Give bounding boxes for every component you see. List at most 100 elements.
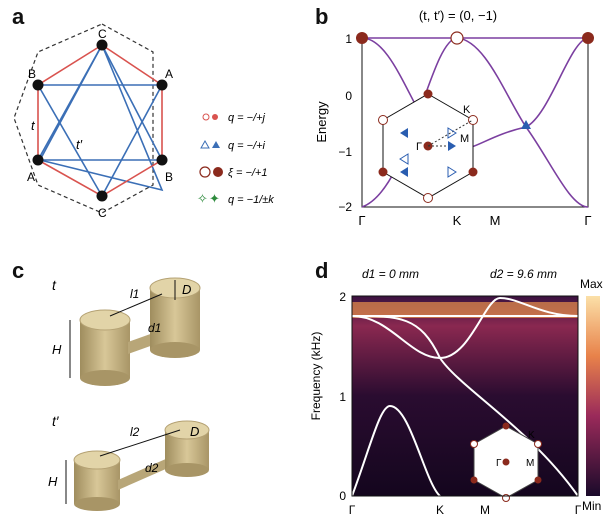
degeneracy-dot: [582, 32, 594, 44]
x-tick: Γ: [575, 503, 582, 517]
legend-star-open: ✧: [197, 191, 208, 206]
nnn-bond: [37, 44, 103, 161]
x-tick: Γ: [358, 213, 365, 228]
bz-corner-open: [378, 115, 388, 125]
bz-corner-open: [468, 115, 478, 125]
nnn-bond: [101, 44, 163, 161]
model-band-upper: [351, 296, 579, 360]
dimension-label-l1: l1: [130, 287, 139, 301]
bz-corner-filled: [534, 476, 542, 484]
bz-label-k: K: [463, 104, 471, 116]
x-tick: K: [436, 503, 444, 517]
x-tick: Γ: [349, 503, 356, 517]
y-tick: −2: [338, 200, 352, 214]
site-label: B: [28, 67, 36, 81]
y-tick: 0: [339, 489, 346, 503]
bz-triangle: [400, 167, 408, 177]
legend-text: q = −/+j: [228, 112, 266, 124]
cylinder-bottom: [74, 497, 120, 511]
y-axis-label: Energy: [314, 101, 329, 143]
cylinder-bottom: [80, 370, 130, 386]
cylinder-top: [73, 450, 121, 470]
x-tick: K: [453, 213, 462, 228]
bz-corner-open: [423, 193, 433, 203]
site-b-lower-right: [156, 154, 168, 166]
hop-label-t: t: [31, 118, 36, 133]
panel-a-label: a: [12, 4, 25, 29]
site-a-upper-right: [156, 79, 168, 91]
dimension-l: [109, 293, 163, 317]
coupling-label-t: t: [52, 277, 57, 293]
site-label: B: [165, 170, 173, 184]
legend-star-filled: ✦: [209, 191, 220, 206]
legend-circle-large-open: [199, 166, 211, 178]
model-band-lower: [351, 404, 441, 497]
bz-corner-open: [534, 440, 542, 448]
panel-d-spectrum: d1 = 0 mm d2 = 9.6 mm Frequency (kHz) Γ …: [309, 267, 603, 517]
colorbar-min: Min: [582, 499, 601, 513]
nnn-triangle-up: [38, 43, 164, 192]
y-tick: 2: [339, 290, 346, 304]
legend-text: ξ = −/+1: [228, 167, 267, 179]
hop-label-tp: t′: [76, 137, 83, 152]
panel-a-lattice: C B A A B C t t′ ✧ ✦ q = −/+j q = −/+i ξ…: [13, 23, 274, 220]
bz-path: [427, 119, 474, 147]
site-label: C: [98, 27, 107, 41]
bz-label-gamma: Γ: [416, 141, 422, 153]
site-a-lower-left: [32, 154, 44, 166]
bz-label-m: M: [460, 133, 469, 145]
bz-center: [502, 458, 510, 466]
bz-corner-filled: [378, 167, 388, 177]
bz-corner-filled: [470, 476, 478, 484]
bz-triangle-open: [447, 127, 457, 139]
panel-d-label: d: [315, 258, 329, 283]
cylinder-bottom: [150, 342, 200, 358]
dirac-triangle: [521, 120, 531, 129]
x-tick: M: [480, 503, 490, 517]
y-tick: 0: [345, 89, 352, 103]
dimension-label-H: H: [48, 474, 58, 489]
legend-circle-large-filled: [213, 167, 223, 177]
coupling-tube: [128, 332, 156, 354]
x-tick: M: [490, 213, 501, 228]
colorbar-max: Max: [580, 277, 603, 291]
bz-corner-filled: [502, 422, 510, 430]
cylinder-bottom: [165, 463, 209, 477]
unit-cell-hexagon: [13, 23, 154, 214]
legend-circle-small-filled: [212, 114, 218, 120]
dimension-label-H: H: [52, 342, 62, 357]
cylinder-top: [79, 309, 131, 331]
site-label: C: [98, 206, 107, 220]
bz-label-gamma: Γ: [496, 458, 502, 469]
degeneracy-dot-open: [450, 31, 464, 45]
bz-triangle-open: [447, 166, 457, 178]
bz-corner-open: [470, 440, 478, 448]
legend-text: q = −/+i: [228, 140, 266, 152]
legend-triangle-filled: [212, 141, 220, 148]
x-tick: Γ: [584, 213, 591, 228]
panel-b-band-structure: (t, t′) = (0, −1) Energy 1 0 −1 −2 Γ K M…: [314, 8, 594, 228]
nnn-bond: [101, 84, 163, 197]
site-c-bottom: [96, 190, 108, 202]
panel-c-label: c: [12, 258, 25, 283]
bz-corner-filled: [468, 167, 478, 177]
bz-triangle: [400, 128, 408, 138]
dimension-l: [99, 429, 181, 457]
y-tick: 1: [345, 32, 352, 46]
dimension-label-d1: d1: [148, 321, 161, 335]
y-axis-label: Frequency (kHz): [309, 332, 323, 421]
band-upper: [361, 37, 589, 151]
bz-corner-filled: [423, 89, 433, 99]
dimension-label-d2: d2: [145, 461, 159, 475]
heatmap: [352, 296, 578, 496]
bz-label-k: K: [528, 430, 535, 441]
bz-label-m: M: [526, 458, 534, 469]
site-c-top: [96, 39, 108, 51]
heatmap-bright-band: [352, 302, 578, 318]
d1-label: d1 = 0 mm: [362, 267, 419, 281]
panel-c-resonators: t l1 D H d1 t′ l2 D H d2: [48, 277, 210, 511]
site-b-upper-left: [32, 79, 44, 91]
legend-triangle-open: [200, 139, 210, 149]
nnn-bond: [37, 84, 103, 197]
bz-triangle: [448, 141, 456, 151]
